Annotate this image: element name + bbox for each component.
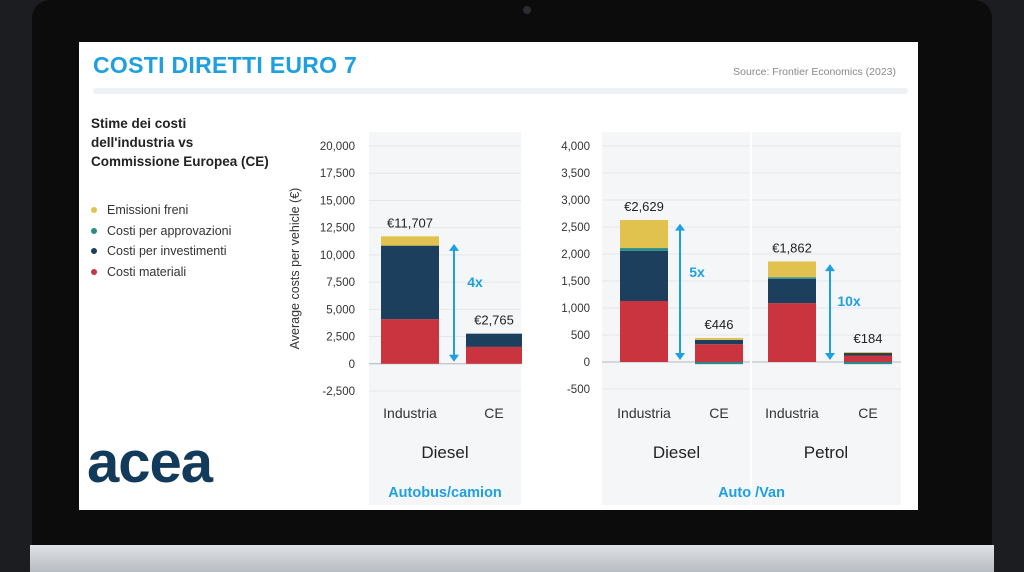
legend-swatch xyxy=(91,268,97,275)
legend-item-costi-materiali: Costi materiali xyxy=(91,262,231,283)
legend-swatch xyxy=(91,248,97,255)
y-tick-label: 12,500 xyxy=(320,223,355,235)
bar-total-label: €2,629 xyxy=(624,199,664,214)
y-tick-label: 10,000 xyxy=(320,250,355,262)
y-tick-label: 0 xyxy=(584,357,590,369)
presentation-slide: COSTI DIRETTI EURO 7 Source: Frontier Ec… xyxy=(79,42,918,510)
ratio-label: 4x xyxy=(467,274,483,290)
vehicle-group-label: Autobus/camion xyxy=(388,485,502,501)
ratio-arrowhead-down-icon xyxy=(825,353,835,360)
bar-segment xyxy=(768,278,816,304)
ratio-arrowhead-up-icon xyxy=(675,223,685,231)
y-tick-label: 5,000 xyxy=(326,304,355,316)
y-tick-label: -500 xyxy=(567,384,590,396)
ratio-arrowhead-down-icon xyxy=(675,353,685,360)
ratio-arrowhead-up-icon xyxy=(449,243,459,251)
bar-segment xyxy=(695,344,743,362)
fuel-label: Diesel xyxy=(653,443,700,462)
legend-label: Costi per approvazioni xyxy=(107,223,232,238)
y-tick-label: 2,500 xyxy=(326,332,355,344)
bar-total-label: €2,765 xyxy=(474,313,514,328)
y-tick-label: 7,500 xyxy=(326,277,355,289)
bar-segment xyxy=(844,352,892,356)
y-tick-label: 20,000 xyxy=(320,141,355,153)
cost-chart: 20,000 17,500 15,000 12,500 10,000 7,500 5,000… xyxy=(288,132,901,505)
slide-title: COSTI DIRETTI EURO 7 xyxy=(93,52,358,78)
y-tick-label: 3,000 xyxy=(561,195,590,207)
y-tick-label: 15,000 xyxy=(320,195,355,207)
legend-swatch xyxy=(91,207,97,214)
y-tick-label: 4,000 xyxy=(561,141,590,153)
chart-subtitle: Stime dei costi dell'industria vs Commis… xyxy=(91,116,269,169)
bar-total-label: €446 xyxy=(705,317,734,332)
bar-segment xyxy=(768,261,816,278)
bar-segment xyxy=(695,339,743,345)
bar-segment xyxy=(620,220,668,249)
x-category-label: CE xyxy=(858,405,877,421)
bar-segment xyxy=(695,362,743,365)
webcam-icon xyxy=(523,6,531,14)
x-category-label: Industria xyxy=(765,405,819,421)
legend-item-emissioni-freni: Emissioni freni xyxy=(91,200,231,221)
fuel-label: Diesel xyxy=(421,443,468,462)
bar-segment xyxy=(844,355,892,362)
ratio-arrowhead-down-icon xyxy=(449,354,459,362)
y-axis-label: Average costs per vehicle (€) xyxy=(288,188,302,350)
y-tick-label: 17,500 xyxy=(320,168,355,180)
bar-segment xyxy=(466,346,522,364)
legend-item-costi-investimenti: Costi per investimenti xyxy=(91,241,231,262)
x-category-label: Industria xyxy=(383,405,437,421)
y-tick-label: 1,000 xyxy=(561,303,590,315)
x-category-label: CE xyxy=(484,405,503,421)
bar-segment xyxy=(620,250,668,301)
ratio-label: 5x xyxy=(689,264,705,280)
y-tick-label: 3,500 xyxy=(561,168,590,180)
bar-total-label: €1,862 xyxy=(772,240,812,255)
bar-segment xyxy=(695,337,743,340)
legend-label: Costi per investimenti xyxy=(107,244,227,259)
legend-label: Emissioni freni xyxy=(107,203,189,218)
bar-total-label: €184 xyxy=(854,331,883,346)
vehicle-group-label: Auto /Van xyxy=(718,485,785,501)
title-divider xyxy=(93,88,908,94)
y-tick-label: 0 xyxy=(349,359,355,371)
bar-segment xyxy=(620,300,668,362)
legend-swatch xyxy=(91,227,97,234)
bar-segment xyxy=(620,248,668,251)
monitor-stand xyxy=(30,545,994,572)
chart-legend: Emissioni freni Costi per approvazioni C… xyxy=(91,200,231,282)
bar-segment xyxy=(768,303,816,362)
bar-segment xyxy=(466,333,522,347)
legend-item-costi-approvazioni: Costi per approvazioni xyxy=(91,221,231,242)
bar-total-label: €11,707 xyxy=(387,215,433,230)
y-tick-label: -2,500 xyxy=(322,386,355,398)
ratio-arrowhead-up-icon xyxy=(825,264,835,272)
logo-text: acea xyxy=(87,430,213,495)
bar-segment xyxy=(381,236,439,246)
x-category-label: Industria xyxy=(617,405,671,421)
bar-segment xyxy=(844,352,892,354)
y-tick-label: 2,000 xyxy=(561,249,590,261)
y-tick-label: 1,500 xyxy=(561,276,590,288)
bar-segment xyxy=(844,362,892,365)
fuel-label: Petrol xyxy=(804,443,848,462)
legend-label: Costi materiali xyxy=(107,264,187,279)
source-note: Source: Frontier Economics (2023) xyxy=(733,66,896,78)
acea-logo: acea xyxy=(87,434,213,492)
y-tick-label: 500 xyxy=(571,330,590,342)
y-tick-label: 2,500 xyxy=(561,222,590,234)
ratio-label: 10x xyxy=(837,293,861,309)
bar-segment xyxy=(381,319,439,364)
bar-segment xyxy=(381,245,439,320)
x-category-label: CE xyxy=(709,405,728,421)
bar-segment xyxy=(768,277,816,279)
